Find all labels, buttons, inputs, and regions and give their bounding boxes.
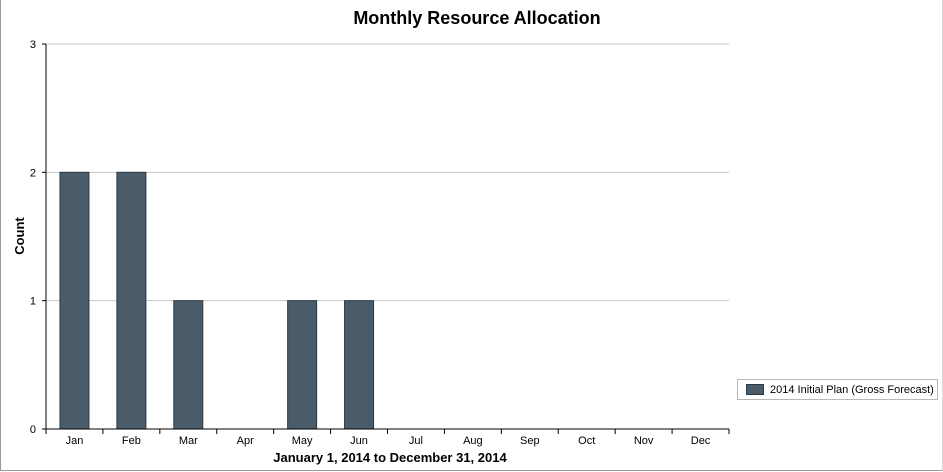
- y-axis-title: Count: [12, 217, 27, 255]
- bar: [287, 300, 318, 430]
- legend-swatch: [746, 384, 764, 395]
- legend-label: 2014 Initial Plan (Gross Forecast): [770, 383, 934, 396]
- x-tick-label: Dec: [691, 435, 711, 447]
- chart-title: Monthly Resource Allocation: [353, 8, 601, 28]
- x-tick-label: Sep: [520, 435, 540, 447]
- x-tick-label: May: [292, 435, 313, 447]
- legend: 2014 Initial Plan (Gross Forecast): [737, 379, 938, 400]
- x-tick-label: Jan: [66, 435, 84, 447]
- bar: [116, 171, 147, 430]
- x-tick-label: Jul: [409, 435, 423, 447]
- axes: [42, 43, 730, 434]
- y-tick-labels: 0 1 2 3: [30, 39, 36, 436]
- x-tick-label: Aug: [463, 435, 483, 447]
- y-tick-label: 1: [30, 296, 36, 308]
- bars: [59, 171, 375, 430]
- x-tick-label: Apr: [237, 435, 254, 447]
- x-tick-label: Oct: [578, 435, 595, 447]
- y-tick-label: 2: [30, 167, 36, 179]
- x-tick-label: Jun: [350, 435, 368, 447]
- x-tick-label: Feb: [122, 435, 141, 447]
- bar: [344, 300, 375, 430]
- y-tick-label: 3: [30, 39, 36, 51]
- bar: [173, 300, 204, 430]
- x-tick-label: Mar: [179, 435, 198, 447]
- x-axis-title: January 1, 2014 to December 31, 2014: [273, 450, 507, 465]
- y-tick-label: 0: [30, 424, 36, 436]
- x-tick-label: Nov: [634, 435, 654, 447]
- gridlines: [46, 43, 729, 302]
- bar: [59, 171, 90, 430]
- x-tick-labels: Jan Feb Mar Apr May Jun Jul Aug Sep Oct Nov Dec: [66, 435, 711, 447]
